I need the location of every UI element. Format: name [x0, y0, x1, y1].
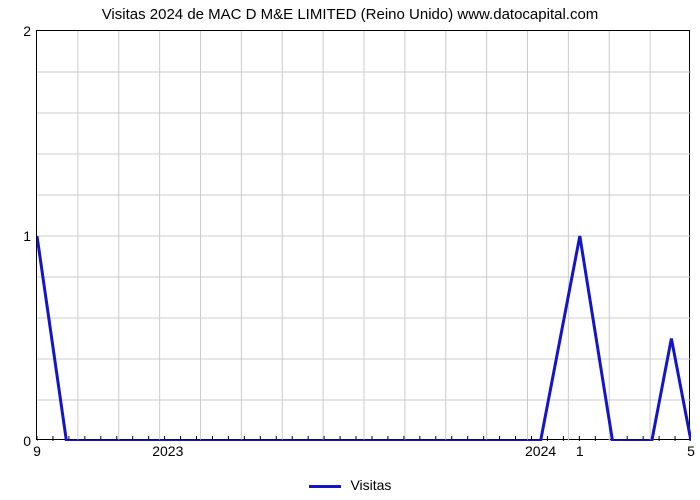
visits-chart: Visitas 2024 de MAC D M&E LIMITED (Reino… — [0, 0, 700, 500]
y-tick-label: 2 — [23, 23, 31, 39]
legend-swatch — [309, 485, 341, 488]
y-tick-label: 1 — [23, 228, 31, 244]
x-tick-label: 2023 — [152, 443, 183, 459]
chart-title: Visitas 2024 de MAC D M&E LIMITED (Reino… — [0, 6, 700, 23]
plot-area: 01292023202415 — [36, 30, 690, 440]
chart-svg — [37, 31, 691, 441]
legend-label: Visitas — [350, 477, 391, 493]
x-tick-label: 5 — [687, 443, 695, 459]
x-tick-label: 1 — [576, 443, 584, 459]
x-tick-label: 9 — [33, 443, 41, 459]
legend: Visitas — [0, 477, 700, 493]
x-tick-label: 2024 — [525, 443, 556, 459]
y-tick-label: 0 — [23, 433, 31, 449]
